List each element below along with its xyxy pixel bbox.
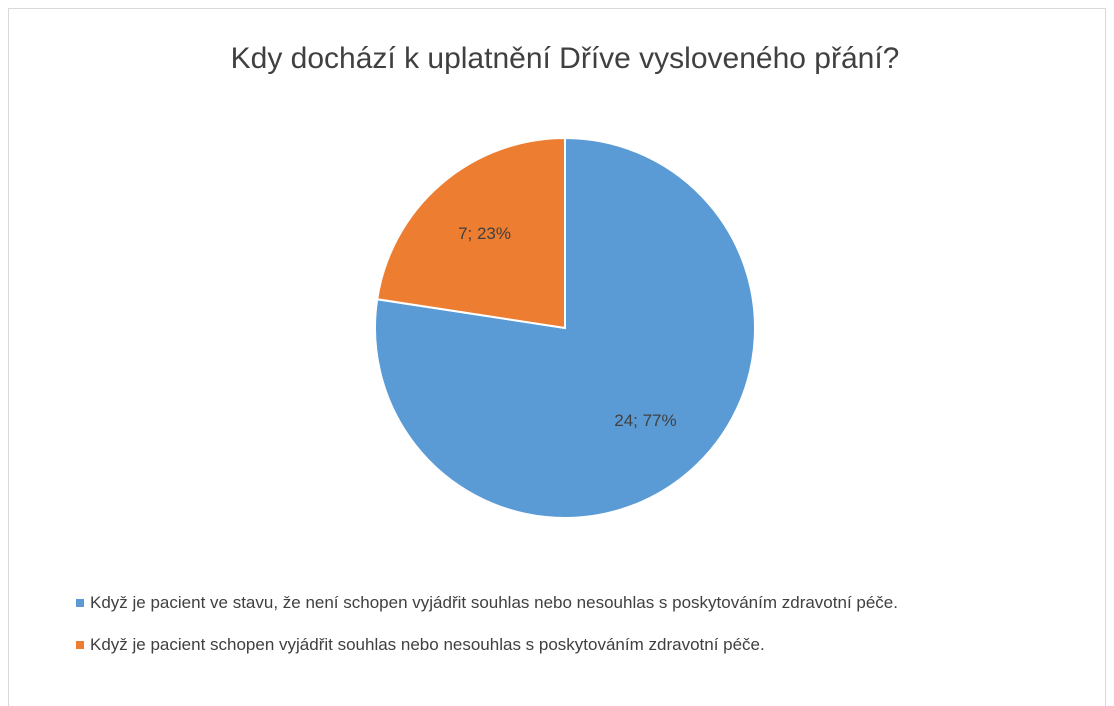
legend-item: Když je pacient ve stavu, že není schope… bbox=[76, 590, 1086, 616]
chart-title: Kdy dochází k uplatnění Dříve vyslovenéh… bbox=[231, 42, 900, 75]
legend-swatch bbox=[76, 599, 84, 607]
chart-border bbox=[8, 8, 1106, 706]
legend-label: Když je pacient schopen vyjádřit souhlas… bbox=[90, 635, 765, 654]
pie-slice bbox=[376, 136, 566, 330]
legend-swatch bbox=[76, 641, 84, 649]
legend-label: Když je pacient ve stavu, že není schope… bbox=[90, 593, 898, 612]
data-label: 24; 77% bbox=[614, 411, 676, 430]
legend: Když je pacient ve stavu, že není schope… bbox=[76, 590, 1086, 674]
legend-item: Když je pacient schopen vyjádřit souhlas… bbox=[76, 632, 1086, 658]
data-label: 7; 23% bbox=[458, 224, 511, 243]
